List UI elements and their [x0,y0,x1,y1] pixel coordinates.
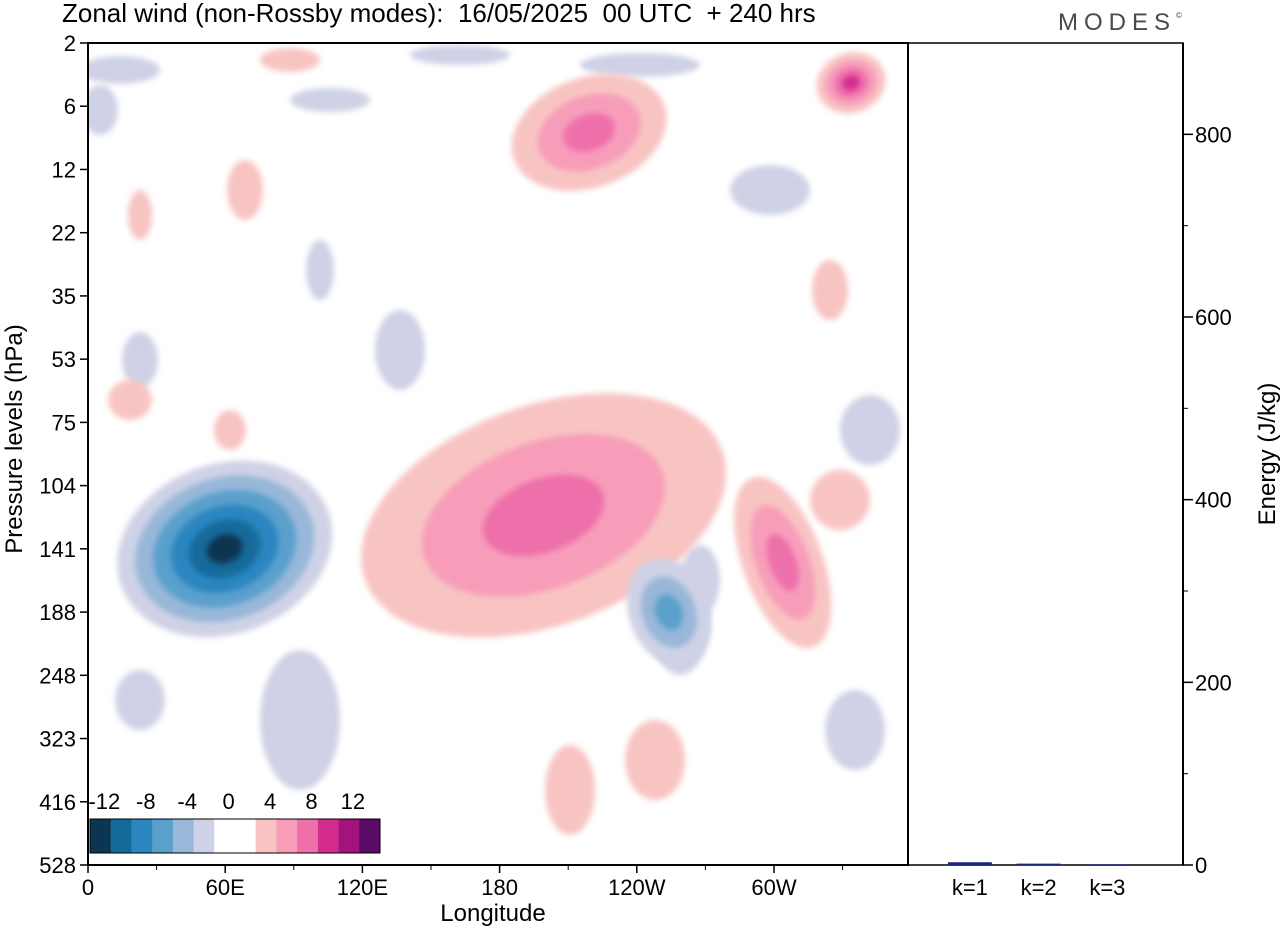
y-tick-label: 35 [52,284,76,309]
energy-tick-label: 200 [1195,670,1232,695]
colorbar-swatch [359,819,381,853]
heatmap-patch [545,745,595,835]
colorbar-swatch [235,819,257,853]
colorbar-swatch [193,819,215,853]
colorbar-swatch [214,819,236,853]
energy-bar [947,862,992,865]
heatmap-patch [410,45,510,65]
y-tick-label: 12 [52,157,76,182]
heatmap-patch [375,310,425,390]
colorbar-swatch [297,819,319,853]
colorbar-label: 0 [223,789,235,814]
energy-category-label: k=1 [952,875,988,900]
y-tick-label: 104 [39,474,76,499]
colorbar-swatch [152,819,174,853]
heatmap-patch [115,670,165,730]
heatmap-patch [128,190,152,240]
x-tick-label: 120W [608,875,666,900]
x-tick-label: 0 [82,875,94,900]
colorbar-swatch [317,819,340,853]
heatmap-patch [306,240,334,300]
heatmap-patch [580,53,700,77]
heatmap-feature [482,474,605,557]
colorbar-label: 4 [264,789,276,814]
heatmap-patch [625,720,685,800]
energy-tick-label: 800 [1195,122,1232,147]
heatmap-patch [812,260,848,320]
y-axis-title: Pressure levels (hPa) [1,324,28,553]
heatmap-feature [842,75,860,91]
colorbar-frame [89,818,381,854]
y-tick-label: 141 [39,537,76,562]
y-tick-label: 6 [64,94,76,119]
energy-category-label: k=2 [1021,875,1057,900]
heatmap-patch [825,690,885,770]
energy-tick-label: 0 [1195,853,1207,878]
y-tick-label: 248 [39,663,76,688]
colorbar-legend: -12 -8 -4 0 4 8 12 [88,789,381,854]
heatmap-field [88,45,900,835]
energy-bars: 0 200 400 600 800 Energy (J/kg) k=1 k=2 k=3 [907,42,1280,900]
heatmap-patch [88,56,160,84]
x-axis-title: Longitude [440,900,545,927]
x-tick-label: 60E [206,875,245,900]
y-tick-label: 323 [39,727,76,752]
heatmap-patch [290,88,370,112]
colorbar-label: 8 [305,789,317,814]
y-tick-label: 53 [52,347,76,372]
y-tick-label: 188 [39,600,76,625]
colorbar-label: -4 [177,789,197,814]
y-tick-label: 528 [39,853,76,878]
brand-name: MODES [1058,9,1177,36]
y-tick-label: 416 [39,790,76,815]
colorbar-swatch [338,819,360,853]
heatmap-feature [766,533,799,592]
y-tick-label: 22 [52,221,76,246]
colorbar-swatch [131,819,153,853]
heatmap-patch [227,160,263,220]
energy-panel-frame [907,42,1184,866]
heatmap-patch [260,650,340,790]
colorbar-swatch [255,819,277,853]
chart-title: Zonal wind (non-Rossby modes): 16/05/202… [62,0,816,28]
energy-bar [1016,863,1061,866]
x-tick-label: 180 [481,875,518,900]
colorbar-swatch [276,819,298,853]
heatmap-feature [206,534,243,564]
energy-bar [1085,864,1130,866]
colorbar-swatch [90,819,112,853]
colorbar-swatch [172,819,195,853]
colorbar-label: -12 [88,789,120,814]
heatmap-feature [654,594,683,630]
y-tick-label: 75 [52,410,76,435]
energy-axis-title: Energy (J/kg) [1254,383,1280,526]
heatmap-feature [563,112,615,152]
energy-category-label: k=3 [1089,875,1125,900]
energy-tick-label: 600 [1195,305,1232,330]
brand-mark: © [1176,11,1182,20]
colorbar-label: -8 [136,789,156,814]
energy-tick-label: 400 [1195,488,1232,513]
colorbar-label: 12 [341,789,365,814]
x-tick-label: 60W [751,875,796,900]
colorbar-swatch [110,819,132,853]
heatmap-patch [88,85,118,135]
heatmap-patch [810,470,870,530]
heatmap-patch [122,332,158,388]
heatmap-patch [108,380,152,420]
x-tick-label: 120E [337,875,388,900]
heatmap-patch [840,395,900,465]
heatmap-patch [260,48,320,72]
y-tick-label: 2 [64,31,76,56]
heatmap-patch [730,165,810,215]
heatmap-patch [214,410,246,450]
modes-logo: MODES© [1058,9,1182,37]
